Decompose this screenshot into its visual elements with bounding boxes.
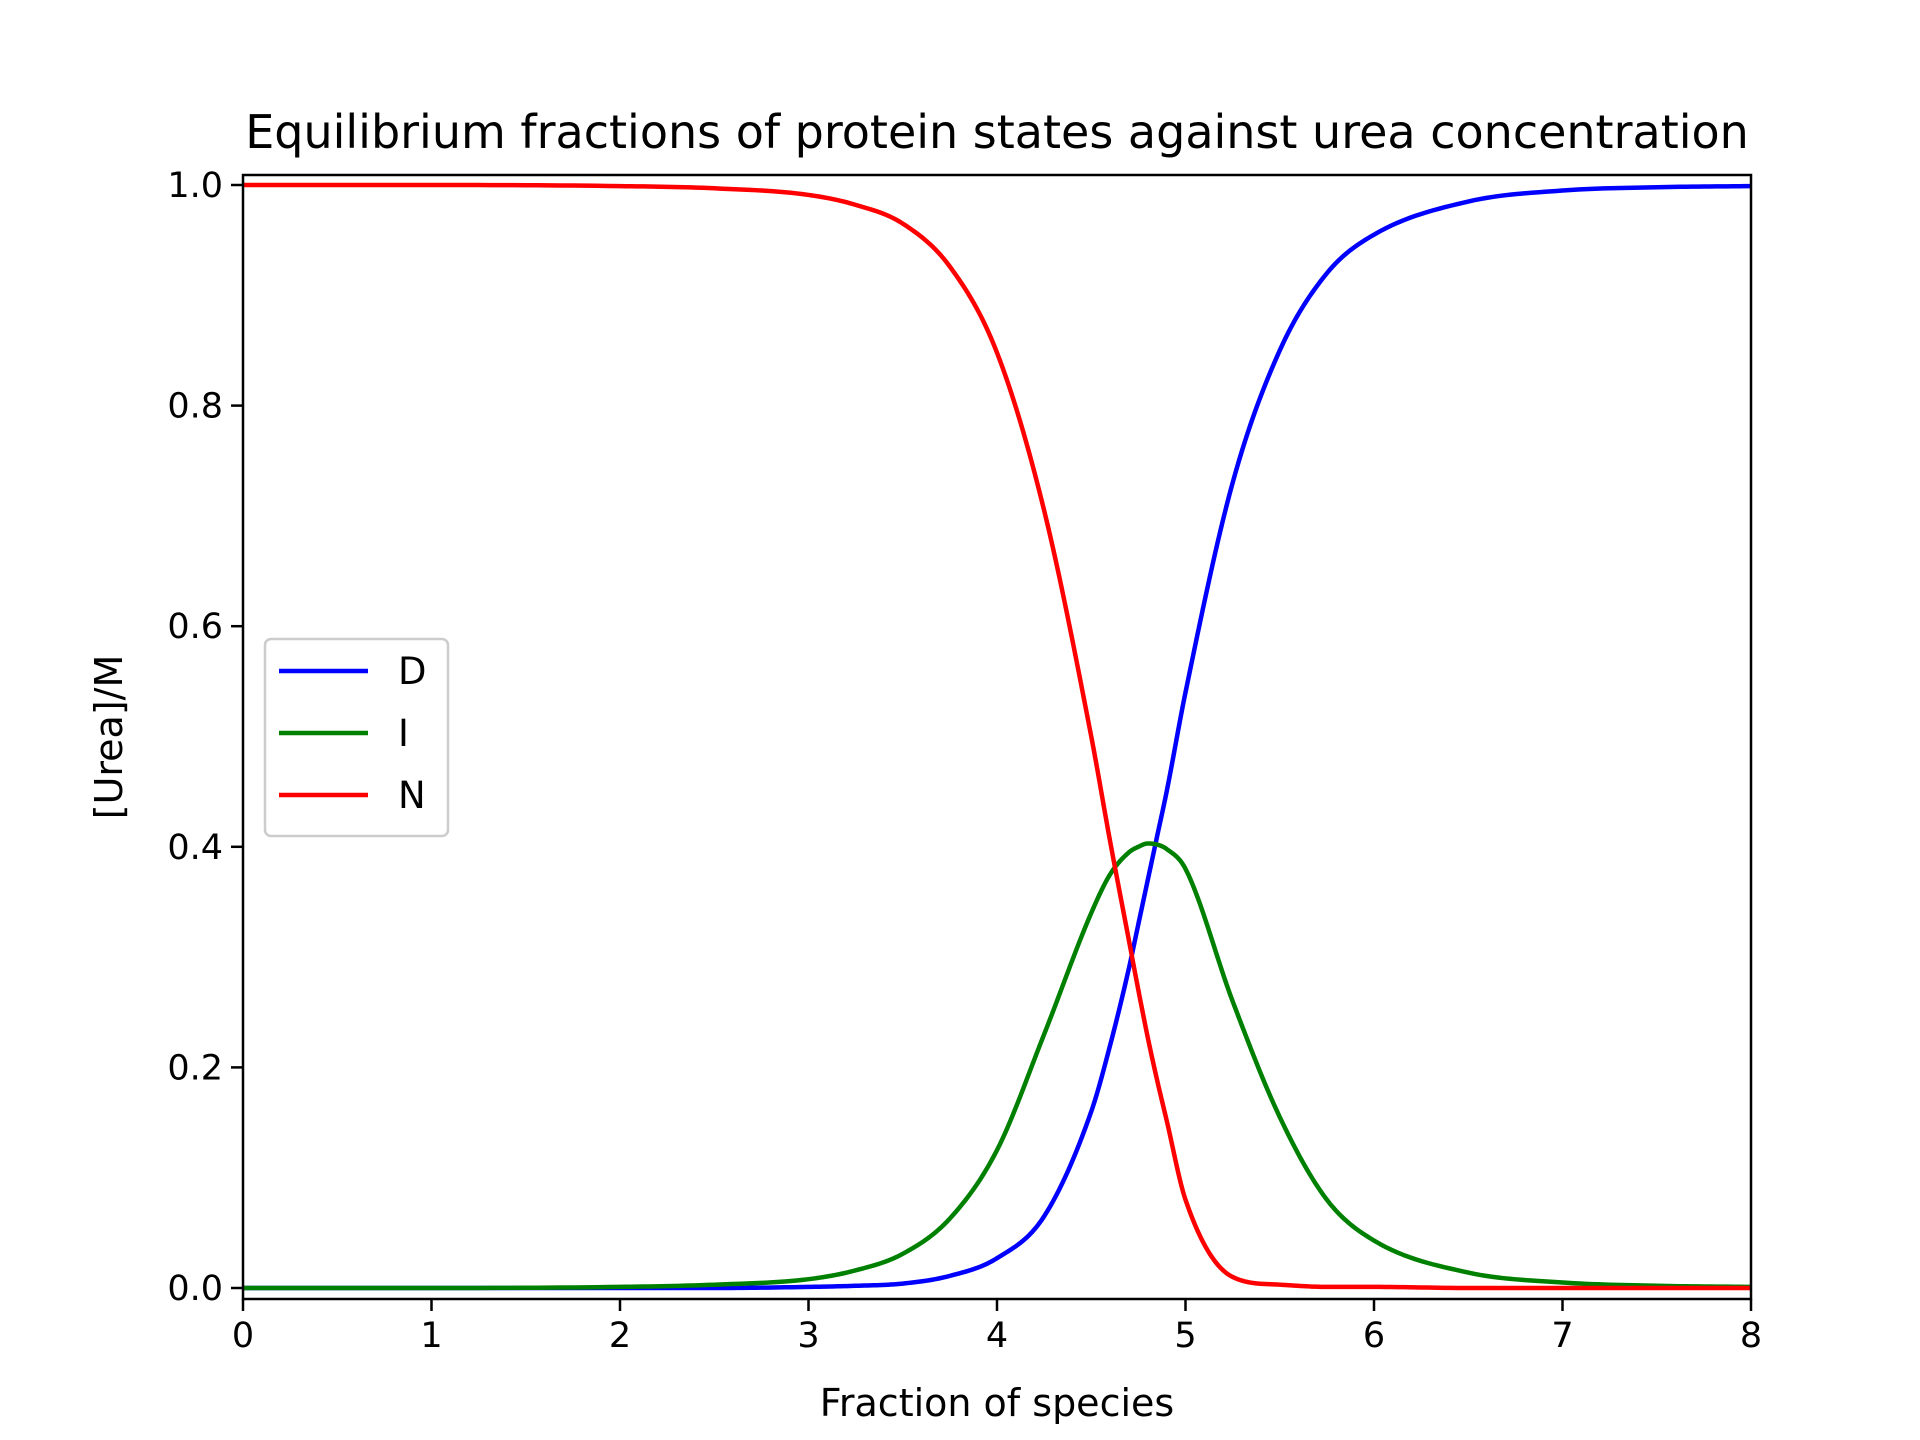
x-tick-label: 4 xyxy=(986,1316,1008,1356)
chart-title: Equilibrium fractions of protein states … xyxy=(245,105,1749,159)
x-tick-label: 2 xyxy=(609,1316,631,1356)
legend-label-d: D xyxy=(398,650,427,693)
series-line-d xyxy=(243,183,1752,1291)
y-tick-label: 0.6 xyxy=(167,607,223,647)
y-tick-label: 0.8 xyxy=(167,387,223,427)
y-tick-label: 1.0 xyxy=(167,166,223,206)
x-tick-label: 1 xyxy=(420,1316,442,1356)
x-tick-label: 8 xyxy=(1740,1316,1762,1356)
legend-label-i: I xyxy=(398,712,409,755)
y-tick-label: 0.0 xyxy=(167,1269,223,1309)
x-tick-label: 6 xyxy=(1363,1316,1385,1356)
x-tick-label: 3 xyxy=(797,1316,819,1356)
legend-label-n: N xyxy=(398,774,426,817)
x-tick-label: 7 xyxy=(1551,1316,1573,1356)
legend-box xyxy=(263,637,450,838)
x-tick-label: 5 xyxy=(1174,1316,1196,1356)
y-tick-label: 0.2 xyxy=(167,1048,223,1088)
x-tick-label: 0 xyxy=(232,1316,254,1356)
x-axis-title: Fraction of species xyxy=(820,1381,1174,1425)
series-line-i xyxy=(243,841,1752,1291)
series-line-n xyxy=(243,182,1751,1291)
y-axis-title: [Urea]/M xyxy=(87,655,131,820)
plot-layer xyxy=(243,182,1752,1291)
legend: DIN xyxy=(263,637,450,838)
ticks-layer: 0 1 2 3 4 5 6 7 8 0.0 0.2 0.4 0.6 0.8 1.0 xyxy=(167,166,1762,1356)
y-tick-label: 0.4 xyxy=(167,828,223,868)
